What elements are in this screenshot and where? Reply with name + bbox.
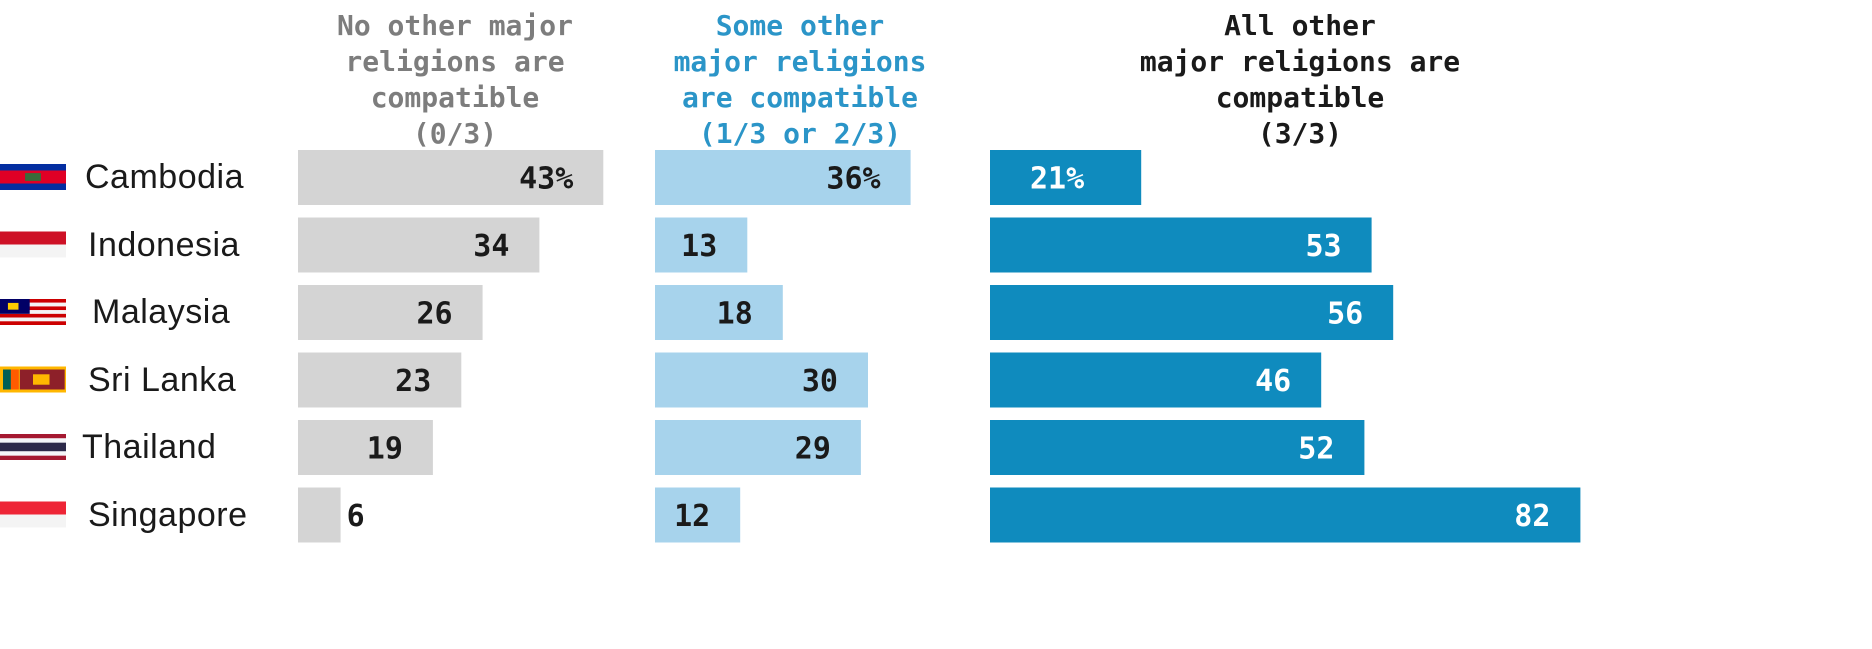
bar-value-label: 21% <box>1030 162 1084 197</box>
bar-all-thailand <box>990 420 1365 475</box>
bar-value-label: 52 <box>1298 432 1334 467</box>
bar-value-label: 46 <box>1255 364 1291 399</box>
bar-value-label: 30 <box>802 364 838 399</box>
country-label-thailand: Thailand <box>82 428 217 466</box>
bar-value-label: 43% <box>519 162 573 197</box>
bar-all-sri-lanka <box>990 352 1322 408</box>
bar-value-label: 34 <box>473 229 509 264</box>
column-header-none: No other major religions are compatible … <box>336 9 573 150</box>
bar-value-label: 18 <box>717 297 753 332</box>
bar-none-singapore <box>298 487 341 543</box>
bar-value-label: 53 <box>1305 229 1341 264</box>
singapore-flag-icon <box>0 501 66 528</box>
bar-some-cambodia <box>655 150 911 205</box>
sri-lanka-flag-icon <box>0 366 66 393</box>
bar-some-indonesia <box>655 217 748 273</box>
bar-some-thailand <box>655 420 861 475</box>
bar-value-label: 82 <box>1514 499 1550 534</box>
bar-all-indonesia <box>990 217 1372 273</box>
country-label-singapore: Singapore <box>88 495 248 534</box>
bar-none-cambodia <box>298 150 604 205</box>
bar-some-singapore <box>655 487 741 543</box>
bar-all-singapore <box>990 487 1581 543</box>
country-label-cambodia: Cambodia <box>85 158 244 196</box>
bar-value-label: 56 <box>1327 297 1363 332</box>
thailand-flag-icon <box>0 434 66 460</box>
bar-value-label: 13 <box>681 229 717 264</box>
malaysia-flag-icon <box>0 299 66 325</box>
bar-none-indonesia <box>298 217 540 273</box>
bar-some-malaysia <box>655 285 783 340</box>
bar-none-malaysia <box>298 285 483 340</box>
column-header-some: Some other major religions are compatibl… <box>673 9 927 150</box>
bar-value-label: 23 <box>395 364 431 399</box>
bar-none-thailand <box>298 420 433 475</box>
column-header-all: All other major religions are compatible… <box>1139 9 1461 150</box>
cambodia-flag-icon <box>0 164 66 190</box>
country-label-indonesia: Indonesia <box>88 225 240 264</box>
country-label-malaysia: Malaysia <box>92 293 231 331</box>
bar-all-cambodia <box>990 150 1142 205</box>
bar-value-label: 19 <box>367 432 403 467</box>
bar-value-label: 29 <box>795 432 831 467</box>
bar-value-label: 12 <box>674 499 710 534</box>
bar-some-sri-lanka <box>655 352 868 408</box>
bar-all-malaysia <box>990 285 1394 340</box>
country-label-sri-lanka: Sri Lanka <box>88 360 237 399</box>
bar-value-label: 36% <box>826 162 880 197</box>
bar-value-label: 26 <box>416 297 452 332</box>
indonesia-flag-icon <box>0 231 66 258</box>
bar-value-label: 6 <box>347 499 365 534</box>
bar-none-sri-lanka <box>298 352 462 408</box>
